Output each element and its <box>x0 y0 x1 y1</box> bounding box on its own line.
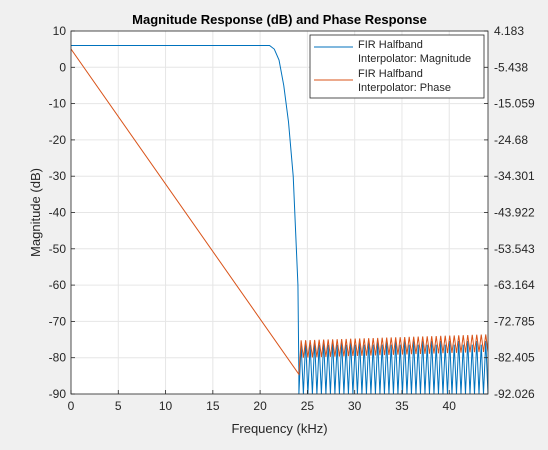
y-tick-label: -70 <box>49 314 67 328</box>
x-tick-label: 35 <box>395 399 409 413</box>
y-right-tick-label: -24.68 <box>494 133 528 147</box>
y-tick-label: -10 <box>49 97 67 111</box>
y-tick-label: -30 <box>49 169 67 183</box>
y-right-tick-label: -34.301 <box>494 169 535 183</box>
y-tick-label: -20 <box>49 133 67 147</box>
y-right-tick-label: -43.922 <box>494 206 535 220</box>
y-right-tick-label: -72.785 <box>494 314 535 328</box>
x-axis-label: Frequency (kHz) <box>231 421 327 436</box>
y-tick-label: 0 <box>59 60 66 74</box>
x-tick-label: 40 <box>443 399 457 413</box>
y-right-tick-label: -63.164 <box>494 278 535 292</box>
legend-label-phase-line2: Interpolator: Phase <box>358 82 451 94</box>
y-tick-label: 10 <box>53 24 67 38</box>
x-tick-label: 30 <box>348 399 362 413</box>
x-tick-label: 10 <box>159 399 173 413</box>
y-right-tick-label: -15.059 <box>494 97 535 111</box>
y-tick-label: -90 <box>49 387 67 401</box>
y-right-tick-label: -5.438 <box>494 60 528 74</box>
y-right-tick-label: -53.543 <box>494 242 535 256</box>
legend[interactable]: FIR Halfband Interpolator: Magnitude FIR… <box>309 34 485 99</box>
y-tick-label: -40 <box>49 206 67 220</box>
y-tick-label: -80 <box>49 351 67 365</box>
series-layer <box>71 45 488 394</box>
chart-title: Magnitude Response (dB) and Phase Respon… <box>132 12 427 27</box>
legend-label-magnitude-line2: Interpolator: Magnitude <box>358 53 471 65</box>
x-tick-label: 25 <box>301 399 315 413</box>
y-right-tick-label: 4.183 <box>494 24 524 38</box>
legend-label-magnitude-line1: FIR Halfband <box>358 39 423 51</box>
x-tick-label: 0 <box>68 399 75 413</box>
series-magnitude-line <box>71 45 488 394</box>
x-tick-label: 15 <box>206 399 220 413</box>
y-tick-label: -50 <box>49 242 67 256</box>
x-tick-label: 20 <box>253 399 267 413</box>
y-right-tick-label: -82.405 <box>494 351 535 365</box>
y-right-tick-label: -92.026 <box>494 387 535 401</box>
series-phase-line <box>71 48 488 376</box>
y-tick-label: -60 <box>49 278 67 292</box>
legend-label-phase-line1: FIR Halfband <box>358 68 423 80</box>
ticks: 0 5 10 15 20 25 30 35 40 10 0 -10 -20 -30 -40 -50 -60 -70… <box>49 24 535 413</box>
legend-box <box>309 34 485 99</box>
y-axis-label: Magnitude (dB) <box>28 168 43 257</box>
x-tick-label: 5 <box>115 399 122 413</box>
